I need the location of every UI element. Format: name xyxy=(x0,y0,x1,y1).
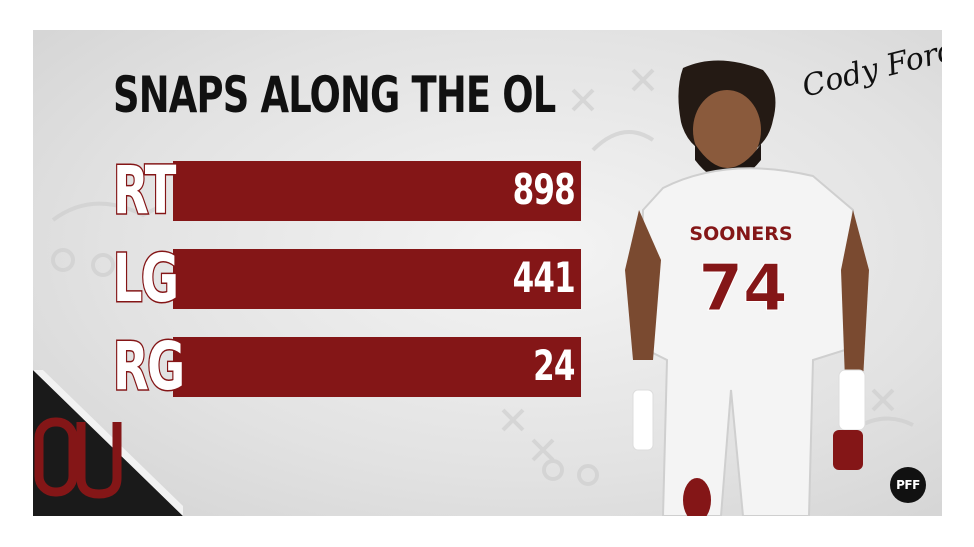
pff-logo-icon: PFF xyxy=(890,467,926,503)
bar-value-lg: 441 xyxy=(512,253,576,302)
bar-row-lg: 441 LG xyxy=(112,240,581,317)
bar-chart: 898 RT 441 LG 24 RG xyxy=(33,30,942,516)
bar-lg xyxy=(173,249,581,309)
category-label-lg: LG xyxy=(112,240,180,317)
category-label-rg: RG xyxy=(112,328,186,405)
chart-title: SNAPS ALONG THE OL xyxy=(113,66,556,124)
bar-value-rg: 24 xyxy=(533,341,576,390)
bar-row-rg: 24 RG xyxy=(112,328,581,405)
infographic-card: SNAPS ALONG THE OL 898 RT 441 LG 24 RG xyxy=(33,30,942,516)
ou-logo-icon xyxy=(33,370,183,516)
bar-row-rt: 898 RT xyxy=(112,152,581,229)
jersey-text: SOONERS xyxy=(689,223,792,245)
bar-rt xyxy=(173,161,581,221)
player-photo: SOONERS 74 xyxy=(625,60,869,516)
category-label-rt: RT xyxy=(112,152,178,229)
bar-value-rt: 898 xyxy=(512,165,576,214)
bar-rg xyxy=(173,337,581,397)
jersey-number: 74 xyxy=(698,252,787,326)
